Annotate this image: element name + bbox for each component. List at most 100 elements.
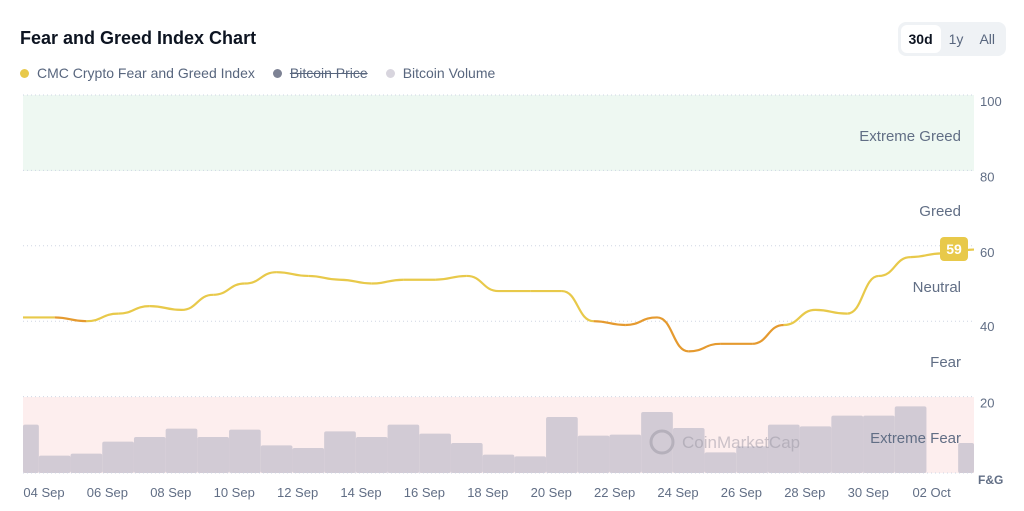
chart-legend: CMC Crypto Fear and Greed Index Bitcoin …	[20, 65, 495, 81]
range-all-button[interactable]: All	[979, 31, 995, 47]
zone-label: Extreme Fear	[870, 430, 961, 447]
volume-bar	[863, 415, 895, 473]
x-tick-label: 10 Sep	[214, 485, 255, 500]
volume-bar	[831, 415, 864, 473]
x-tick-label: 24 Sep	[657, 485, 698, 500]
fear-greed-line-segment	[625, 316, 658, 327]
legend-dot-icon	[272, 68, 282, 78]
legend-dot-icon	[20, 68, 29, 78]
range-selector: 30d 1y All	[897, 22, 1006, 56]
range-30d-button[interactable]: 30d	[900, 25, 941, 53]
volume-bar	[419, 433, 451, 473]
fear-greed-line-segment	[656, 316, 689, 353]
volume-bar	[641, 412, 673, 473]
volume-bar	[577, 435, 610, 473]
range-1y-button[interactable]: 1y	[948, 31, 964, 47]
x-tick-label: 02 Oct	[912, 485, 951, 500]
fear-greed-line-segment	[783, 308, 816, 327]
volume-bar	[958, 443, 974, 473]
y-tick-label: 60	[980, 245, 994, 260]
fear-greed-line-segment	[751, 323, 784, 345]
x-tick-label: 20 Sep	[531, 485, 572, 500]
volume-bar	[102, 441, 134, 473]
legend-label: Bitcoin Price	[289, 65, 368, 81]
fear-greed-line-segment	[54, 316, 87, 323]
volume-bar	[387, 424, 420, 473]
x-tick-label: 28 Sep	[784, 485, 825, 500]
y-tick-label: 80	[980, 169, 994, 184]
fear-greed-line-segment	[149, 305, 182, 311]
fear-greed-line-segment	[910, 252, 943, 259]
legend-label: Bitcoin Volume	[402, 65, 496, 81]
current-value-badge: 59	[940, 237, 968, 261]
volume-bar	[197, 437, 230, 473]
volume-bar	[260, 445, 293, 473]
volume-bar	[672, 428, 705, 473]
fear-greed-line-segment	[244, 271, 277, 285]
y-axis-label: F&G	[978, 473, 1003, 487]
volume-bar	[229, 429, 261, 473]
volume-bar	[482, 454, 515, 473]
x-tick-label: 30 Sep	[848, 485, 889, 500]
watermark-logo-icon	[649, 429, 675, 455]
x-tick-label: 06 Sep	[87, 485, 128, 500]
zone-label: Neutral	[913, 279, 961, 296]
fear-greed-line-segment	[688, 342, 721, 353]
fear-greed-line-segment	[339, 278, 372, 285]
volume-bar	[894, 406, 927, 473]
x-tick-label: 22 Sep	[594, 485, 635, 500]
fear-greed-line-segment	[86, 312, 119, 323]
fear-greed-line-segment	[371, 278, 404, 285]
volume-bar	[165, 428, 198, 473]
x-tick-label: 16 Sep	[404, 485, 445, 500]
fear-greed-line-segment	[593, 320, 626, 327]
fear-greed-line-segment	[308, 274, 341, 281]
fear-greed-line-segment	[276, 271, 309, 278]
fear-greed-line-segment	[815, 308, 848, 315]
fear-greed-line-segment	[435, 274, 467, 281]
volume-bar	[450, 443, 483, 473]
zone-label: Greed	[919, 203, 961, 220]
legend-label: CMC Crypto Fear and Greed Index	[37, 65, 255, 81]
volume-bar	[799, 426, 832, 473]
x-tick-label: 12 Sep	[277, 485, 318, 500]
y-tick-label: 40	[980, 319, 994, 334]
watermark-text: CoinMarketCap	[682, 433, 800, 452]
x-tick-label: 26 Sep	[721, 485, 762, 500]
extreme-greed-zone	[23, 95, 974, 171]
y-tick-label: 100	[980, 94, 1002, 109]
current-value-label: 59	[946, 241, 962, 257]
x-tick-label: 18 Sep	[467, 485, 508, 500]
volume-bar	[23, 424, 39, 473]
watermark: CoinMarketCap	[649, 429, 800, 455]
y-tick-label: 20	[980, 396, 994, 411]
fear-greed-line-segment	[213, 282, 245, 296]
volume-bar	[38, 455, 71, 473]
volume-bar	[514, 456, 547, 473]
fear-greed-line-segment	[181, 293, 214, 311]
volume-bar	[609, 434, 642, 473]
legend-bitcoin-volume[interactable]: Bitcoin Volume	[385, 65, 496, 81]
fear-greed-line-segment	[846, 274, 880, 315]
page-title: Fear and Greed Index Chart	[20, 28, 257, 48]
fear-greed-line-segment	[878, 256, 911, 278]
legend-fear-greed[interactable]: CMC Crypto Fear and Greed Index	[20, 65, 255, 81]
legend-dot-icon	[385, 68, 395, 78]
volume-bar	[736, 446, 768, 473]
volume-bar	[704, 452, 737, 473]
volume-bar	[70, 453, 103, 473]
fear-greed-line-segment	[118, 305, 150, 315]
x-tick-label: 04 Sep	[23, 485, 64, 500]
legend-bitcoin-price[interactable]: Bitcoin Price	[272, 65, 368, 81]
volume-bar	[292, 448, 325, 473]
volume-bar	[546, 417, 578, 473]
volume-bar	[133, 437, 166, 473]
volume-bar	[324, 431, 356, 473]
volume-bar	[767, 424, 800, 473]
zone-label: Fear	[930, 354, 961, 371]
x-tick-label: 08 Sep	[150, 485, 191, 500]
x-tick-label: 14 Sep	[340, 485, 381, 500]
volume-bar	[355, 437, 388, 473]
zone-label: Extreme Greed	[859, 128, 961, 145]
